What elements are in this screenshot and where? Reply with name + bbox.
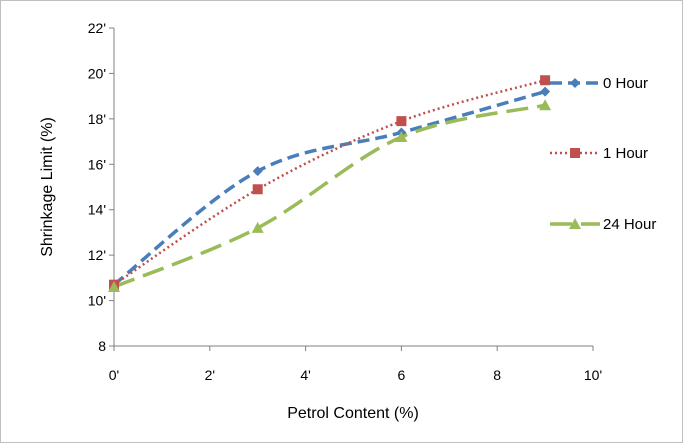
x-tick-label: 6 bbox=[398, 367, 406, 383]
y-tick-label: 22' bbox=[88, 20, 106, 36]
x-tick-label: 2' bbox=[205, 367, 215, 383]
x-tick-label: 0' bbox=[109, 367, 119, 383]
series-line-1 bbox=[112, 89, 546, 287]
legend-swatch-marker bbox=[569, 218, 581, 229]
y-tick-label: 20' bbox=[88, 65, 106, 81]
legend-label: 24 Hour bbox=[603, 216, 656, 233]
x-tick-label: 4' bbox=[300, 367, 310, 383]
y-ticks: 8 10' 12' 14' 16' 18' 20' 22' bbox=[88, 20, 114, 354]
series-markers bbox=[108, 75, 552, 292]
data-point-3 bbox=[108, 280, 120, 292]
data-point-1 bbox=[540, 86, 551, 97]
data-point-2 bbox=[252, 184, 263, 195]
y-tick-label: 18' bbox=[88, 111, 106, 127]
y-tick-label: 14' bbox=[88, 202, 106, 218]
legend-label: 0 Hour bbox=[603, 75, 648, 92]
y-axis-title: Shrinkage Limit (%) bbox=[39, 117, 56, 257]
data-point-2 bbox=[396, 116, 407, 127]
x-tick-label: 8 bbox=[493, 367, 501, 383]
legend: 0 Hour 1 Hour 24 Hour bbox=[550, 75, 656, 233]
x-axis-title: Petrol Content (%) bbox=[287, 405, 419, 422]
legend-swatch-marker bbox=[570, 148, 580, 158]
x-ticks: 0' 2' 4' 6 8 10' bbox=[109, 346, 602, 383]
data-point-2 bbox=[540, 75, 551, 86]
x-tick-label: 10' bbox=[584, 367, 602, 383]
y-tick-label: 12' bbox=[88, 247, 106, 263]
y-tick-label: 10' bbox=[88, 293, 106, 309]
y-tick-label: 8 bbox=[98, 338, 106, 354]
series-line-2 bbox=[113, 79, 546, 286]
series-lines bbox=[112, 79, 546, 289]
data-point-3 bbox=[395, 131, 408, 143]
data-point-3 bbox=[251, 221, 264, 233]
legend-label: 1 Hour bbox=[603, 145, 648, 162]
legend-swatch-marker bbox=[570, 78, 580, 88]
y-tick-label: 16' bbox=[88, 156, 106, 172]
data-point-1 bbox=[252, 166, 263, 177]
series-line-3 bbox=[113, 103, 546, 289]
data-point-3 bbox=[539, 99, 552, 111]
axes bbox=[113, 28, 593, 347]
